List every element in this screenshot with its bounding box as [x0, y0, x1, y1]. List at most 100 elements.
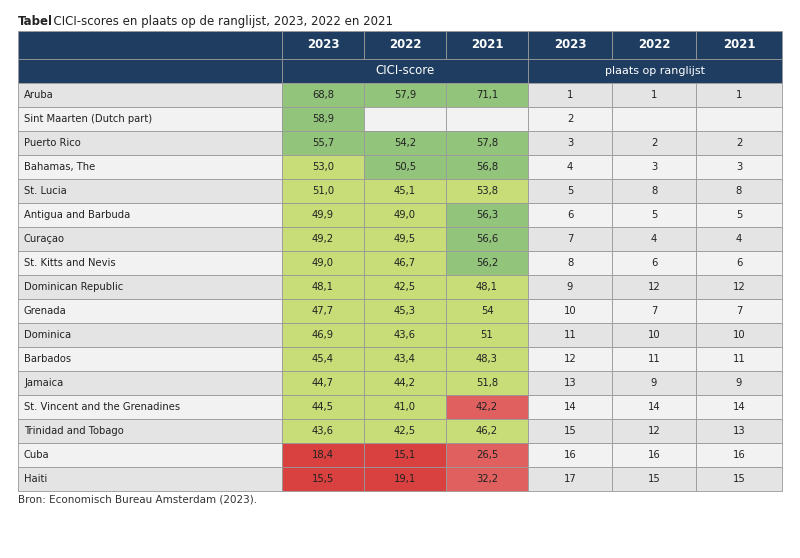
Bar: [446, 323, 528, 347]
Text: 6: 6: [736, 258, 742, 268]
Text: 15,5: 15,5: [312, 474, 334, 484]
Bar: [364, 419, 446, 443]
Bar: [696, 31, 782, 59]
Bar: [18, 443, 282, 467]
Bar: [612, 227, 696, 251]
Bar: [446, 131, 528, 155]
Bar: [612, 323, 696, 347]
Bar: [696, 467, 782, 491]
Bar: [696, 371, 782, 395]
Text: 9: 9: [567, 282, 573, 292]
Text: 45,3: 45,3: [394, 306, 416, 316]
Text: 2: 2: [567, 114, 573, 124]
Bar: [282, 347, 364, 371]
Bar: [612, 31, 696, 59]
Bar: [446, 395, 528, 419]
Text: 9: 9: [736, 378, 742, 388]
Text: 11: 11: [733, 354, 746, 364]
Bar: [528, 323, 612, 347]
Text: 15: 15: [648, 474, 660, 484]
Bar: [696, 179, 782, 203]
Text: 8: 8: [567, 258, 573, 268]
Text: 57,9: 57,9: [394, 90, 416, 100]
Text: 15: 15: [564, 426, 576, 436]
Bar: [364, 251, 446, 275]
Text: 12: 12: [648, 282, 660, 292]
Bar: [18, 251, 282, 275]
Bar: [364, 203, 446, 227]
Bar: [696, 443, 782, 467]
Text: 68,8: 68,8: [312, 90, 334, 100]
Bar: [696, 155, 782, 179]
Bar: [364, 31, 446, 59]
Bar: [612, 83, 696, 107]
Bar: [528, 251, 612, 275]
Bar: [528, 227, 612, 251]
Text: 51,0: 51,0: [312, 186, 334, 196]
Text: 54,2: 54,2: [394, 138, 416, 148]
Bar: [528, 155, 612, 179]
Bar: [364, 179, 446, 203]
Text: 48,1: 48,1: [476, 282, 498, 292]
Bar: [282, 443, 364, 467]
Bar: [282, 275, 364, 299]
Bar: [282, 31, 364, 59]
Bar: [364, 323, 446, 347]
Text: St. Kitts and Nevis: St. Kitts and Nevis: [24, 258, 116, 268]
Text: Cuba: Cuba: [24, 450, 50, 460]
Text: 16: 16: [648, 450, 660, 460]
Text: 48,3: 48,3: [476, 354, 498, 364]
Text: 3: 3: [736, 162, 742, 172]
Bar: [446, 371, 528, 395]
Bar: [612, 155, 696, 179]
Text: 7: 7: [736, 306, 742, 316]
Bar: [18, 371, 282, 395]
Bar: [696, 83, 782, 107]
Text: CICI-scores en plaats op de ranglijst, 2023, 2022 en 2021: CICI-scores en plaats op de ranglijst, 2…: [46, 15, 393, 28]
Bar: [696, 419, 782, 443]
Text: 42,5: 42,5: [394, 282, 416, 292]
Bar: [282, 299, 364, 323]
Bar: [282, 371, 364, 395]
Text: 49,5: 49,5: [394, 234, 416, 244]
Bar: [696, 203, 782, 227]
Text: 11: 11: [564, 330, 576, 340]
Text: 45,1: 45,1: [394, 186, 416, 196]
Bar: [18, 83, 282, 107]
Text: 10: 10: [648, 330, 660, 340]
Bar: [18, 467, 282, 491]
Text: 43,4: 43,4: [394, 354, 416, 364]
Bar: [612, 131, 696, 155]
Text: 43,6: 43,6: [312, 426, 334, 436]
Text: 11: 11: [648, 354, 660, 364]
Text: 10: 10: [564, 306, 576, 316]
Text: 51: 51: [481, 330, 494, 340]
Bar: [696, 131, 782, 155]
Bar: [18, 419, 282, 443]
Bar: [528, 203, 612, 227]
Bar: [18, 59, 282, 83]
Bar: [696, 395, 782, 419]
Bar: [446, 155, 528, 179]
Text: 47,7: 47,7: [312, 306, 334, 316]
Text: 2023: 2023: [554, 39, 586, 51]
Bar: [364, 371, 446, 395]
Text: 44,7: 44,7: [312, 378, 334, 388]
Bar: [446, 299, 528, 323]
Text: 46,2: 46,2: [476, 426, 498, 436]
Bar: [528, 467, 612, 491]
Text: 49,0: 49,0: [394, 210, 416, 220]
Text: 51,8: 51,8: [476, 378, 498, 388]
Bar: [446, 83, 528, 107]
Text: 2: 2: [651, 138, 657, 148]
Bar: [282, 467, 364, 491]
Bar: [18, 131, 282, 155]
Bar: [612, 443, 696, 467]
Text: 15: 15: [733, 474, 746, 484]
Text: 2022: 2022: [638, 39, 670, 51]
Bar: [612, 395, 696, 419]
Bar: [364, 347, 446, 371]
Bar: [612, 467, 696, 491]
Text: 9: 9: [651, 378, 657, 388]
Text: 46,9: 46,9: [312, 330, 334, 340]
